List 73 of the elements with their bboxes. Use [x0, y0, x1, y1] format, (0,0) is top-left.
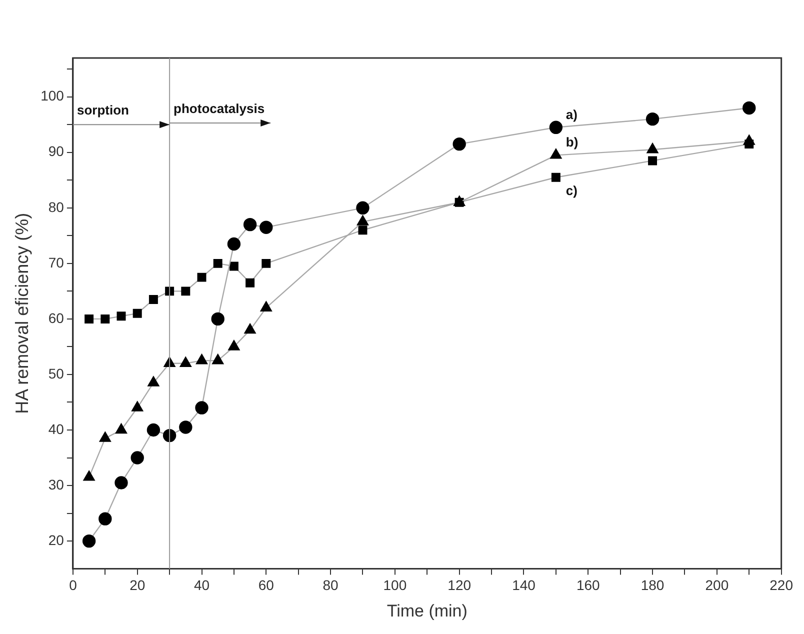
x-tick-label: 160 — [576, 577, 600, 594]
point — [549, 120, 563, 134]
y-tick-label: 90 — [48, 143, 64, 160]
point — [646, 143, 658, 154]
point — [130, 451, 144, 464]
x-axis-title: Time (min) — [386, 601, 468, 620]
point — [227, 237, 241, 251]
y-tick-label: 80 — [48, 198, 64, 215]
annotation: photocatalysis — [174, 101, 265, 116]
point — [99, 432, 111, 442]
point — [197, 272, 206, 282]
point — [262, 258, 271, 268]
point — [356, 201, 370, 215]
point — [132, 308, 142, 318]
point — [260, 301, 272, 312]
point — [648, 156, 658, 166]
point — [84, 314, 94, 324]
y-tick-label: 70 — [48, 254, 64, 270]
point — [452, 137, 466, 151]
point — [115, 423, 128, 434]
series-label: c) — [566, 182, 578, 198]
point — [212, 354, 224, 364]
point — [211, 312, 224, 326]
point — [743, 134, 755, 145]
point — [196, 354, 208, 364]
point — [132, 401, 144, 412]
point — [195, 401, 208, 414]
y-tick-label: 20 — [48, 532, 64, 548]
y-tick-label: 60 — [48, 310, 64, 326]
y-axis-title: HA removal eficiency (%) — [12, 212, 32, 414]
point — [146, 423, 160, 437]
point — [181, 286, 190, 296]
point — [551, 172, 560, 182]
point — [213, 258, 222, 268]
point — [114, 476, 128, 490]
point — [260, 220, 273, 234]
point — [358, 226, 368, 235]
point — [98, 512, 112, 526]
point — [82, 534, 96, 548]
y-tick-label: 100 — [40, 88, 64, 104]
point — [646, 112, 660, 126]
point — [148, 376, 160, 386]
x-tick-label: 120 — [448, 577, 472, 594]
point — [246, 278, 255, 288]
y-tick-label: 40 — [48, 420, 64, 437]
x-tick-label: 0 — [69, 577, 78, 594]
x-tick-label: 100 — [383, 577, 407, 594]
point — [100, 314, 110, 324]
x-tick-label: 200 — [705, 577, 729, 594]
series-label: b) — [566, 134, 578, 150]
point — [550, 148, 562, 159]
x-tick-label: 20 — [130, 577, 146, 594]
point — [228, 340, 240, 350]
x-tick-label: 220 — [770, 577, 794, 594]
point — [244, 323, 256, 334]
x-tick-label: 60 — [258, 577, 274, 594]
point — [179, 420, 192, 434]
point — [148, 295, 158, 304]
point — [742, 101, 756, 115]
point — [243, 218, 257, 232]
point — [229, 262, 238, 271]
x-tick-label: 180 — [640, 577, 664, 594]
y-tick-label: 50 — [48, 365, 64, 382]
point — [116, 312, 126, 321]
point — [180, 356, 192, 367]
y-tick-label: 30 — [48, 476, 64, 492]
point — [83, 470, 95, 481]
x-tick-label: 40 — [194, 577, 210, 594]
x-tick-label: 80 — [322, 577, 339, 594]
series-label: a) — [566, 106, 578, 122]
x-tick-label: 140 — [512, 577, 536, 594]
point — [356, 215, 369, 226]
annotation: sorption — [76, 102, 130, 118]
